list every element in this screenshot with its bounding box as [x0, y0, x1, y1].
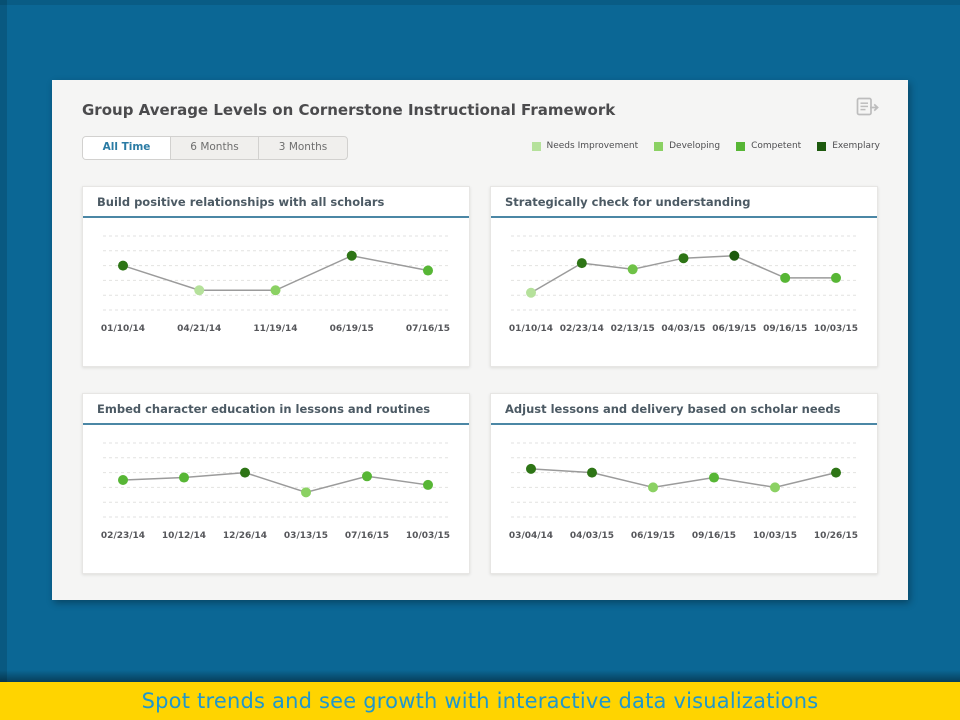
line-chart[interactable]: 03/04/14 04/03/15 06/19/15 09/16/15 10/03/15…	[491, 425, 877, 571]
x-axis-label: 04/21/14	[177, 324, 221, 334]
x-axis-label: 10/26/15	[814, 531, 858, 541]
data-point[interactable]	[526, 287, 536, 298]
x-axis-label: 02/23/14	[560, 324, 604, 334]
x-axis-label: 01/10/14	[509, 324, 553, 334]
data-point[interactable]	[179, 472, 189, 483]
chart-panel-adjust-lessons: Adjust lessons and delivery based on sch…	[490, 393, 878, 574]
legend-label: Needs Improvement	[546, 141, 639, 151]
data-point[interactable]	[576, 258, 587, 269]
data-point[interactable]	[423, 479, 433, 490]
slide-top-edge	[0, 0, 960, 5]
legend-label: Developing	[669, 141, 721, 151]
data-point[interactable]	[118, 475, 128, 485]
x-axis-label: 06/19/15	[330, 324, 374, 334]
x-axis-label: 09/16/15	[763, 324, 807, 334]
chart-title: Embed character education in lessons and…	[83, 394, 469, 425]
line-chart[interactable]: 01/10/14 02/23/14 02/13/15 04/03/15 06/19/15…	[491, 218, 877, 364]
chart-panel-relationships: Build positive relationships with all sc…	[82, 186, 470, 367]
x-axis-label: 10/03/15	[406, 531, 450, 541]
data-point[interactable]	[729, 250, 740, 261]
data-point[interactable]	[301, 487, 311, 498]
data-point[interactable]	[194, 285, 205, 296]
chart-panel-character-education: Embed character education in lessons and…	[82, 393, 470, 574]
x-axis-label: 03/13/15	[284, 531, 328, 541]
x-axis-label: 04/03/15	[570, 531, 614, 541]
x-axis-label: 07/16/15	[406, 324, 450, 334]
data-point[interactable]	[770, 482, 780, 493]
x-axis-label: 12/26/14	[223, 531, 267, 541]
chart-title: Strategically check for understanding	[491, 187, 877, 218]
legend-item-competent: Competent	[736, 141, 801, 151]
chart-title: Build positive relationships with all sc…	[83, 187, 469, 218]
legend-label: Competent	[751, 141, 802, 151]
data-point[interactable]	[118, 260, 128, 271]
export-icon	[856, 97, 879, 116]
data-point[interactable]	[526, 463, 536, 474]
chart-title: Adjust lessons and delivery based on sch…	[491, 394, 877, 425]
chart-panel-understanding: Strategically check for understanding 01…	[490, 186, 878, 367]
legend-label: Exemplary	[832, 141, 880, 151]
x-axis-label: 03/04/14	[509, 531, 553, 541]
x-axis-label: 07/16/15	[345, 531, 389, 541]
legend-item-needs-improvement: Needs Improvement	[531, 141, 639, 151]
tab-6-months[interactable]: 6 Months	[171, 137, 259, 159]
data-point[interactable]	[678, 253, 689, 264]
developing-swatch-icon	[654, 141, 664, 151]
data-point[interactable]	[587, 467, 597, 478]
slide-left-edge	[0, 0, 7, 682]
level-legend: Needs Improvement Developing Competent E…	[516, 141, 880, 151]
data-point[interactable]	[780, 272, 791, 283]
x-axis-label: 11/19/14	[253, 324, 297, 334]
tab-all-time[interactable]: All Time	[83, 137, 171, 159]
x-axis-label: 02/23/14	[101, 531, 145, 541]
x-axis-label: 06/19/15	[631, 531, 675, 541]
exemplary-swatch-icon	[817, 141, 827, 151]
data-point[interactable]	[648, 482, 658, 493]
data-point[interactable]	[346, 250, 357, 261]
dashboard-card: Group Average Levels on Cornerstone Inst…	[52, 80, 908, 600]
x-axis-label: 02/13/15	[611, 324, 655, 334]
data-point[interactable]	[362, 471, 372, 482]
x-axis-label: 06/19/15	[712, 324, 756, 334]
banner-shadow	[0, 670, 960, 682]
data-point[interactable]	[831, 272, 841, 283]
data-point[interactable]	[709, 472, 719, 483]
competent-swatch-icon	[736, 141, 746, 151]
data-point[interactable]	[270, 285, 281, 296]
data-point[interactable]	[240, 467, 250, 478]
line-chart[interactable]: 01/10/14 04/21/14 11/19/14 06/19/15 07/16/15	[83, 218, 469, 364]
data-point[interactable]	[627, 264, 638, 275]
caption-banner: Spot trends and see growth with interact…	[0, 682, 960, 720]
caption-text: Spot trends and see growth with interact…	[141, 689, 819, 713]
x-axis-label: 10/12/14	[162, 531, 206, 541]
page-title: Group Average Levels on Cornerstone Inst…	[82, 101, 616, 119]
x-axis-label: 09/16/15	[692, 531, 736, 541]
export-button[interactable]	[856, 97, 882, 119]
data-point[interactable]	[831, 467, 841, 478]
data-point[interactable]	[423, 265, 433, 276]
legend-item-exemplary: Exemplary	[817, 141, 880, 151]
x-axis-label: 04/03/15	[661, 324, 705, 334]
legend-item-developing: Developing	[654, 141, 720, 151]
time-range-tabs: All Time 6 Months 3 Months	[82, 136, 348, 160]
x-axis-label: 10/03/15	[753, 531, 797, 541]
tab-3-months[interactable]: 3 Months	[278, 141, 328, 153]
line-chart[interactable]: 02/23/14 10/12/14 12/26/14 03/13/15 07/16/15…	[83, 425, 469, 571]
needs-improvement-swatch-icon	[531, 141, 541, 151]
x-axis-label: 01/10/14	[101, 324, 145, 334]
x-axis-label: 10/03/15	[814, 324, 858, 334]
